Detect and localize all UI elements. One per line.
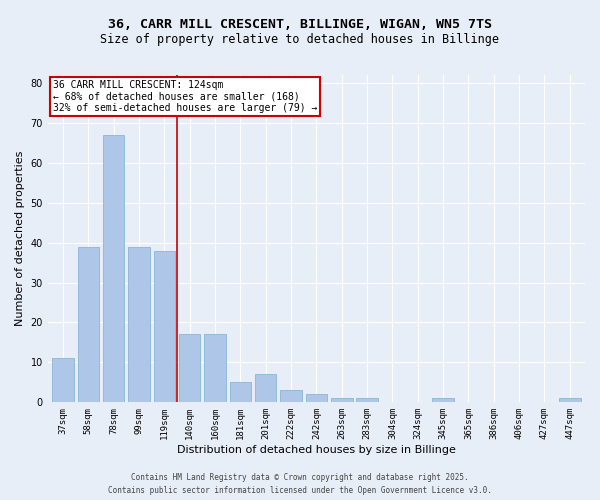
Bar (356, 398, 378, 402)
Text: 36, CARR MILL CRESCENT, BILLINGE, WIGAN, WN5 7TS: 36, CARR MILL CRESCENT, BILLINGE, WIGAN,… (108, 18, 492, 30)
Y-axis label: Number of detached properties: Number of detached properties (15, 151, 25, 326)
Bar (77, 246, 99, 402)
Bar (154, 250, 175, 402)
X-axis label: Distribution of detached houses by size in Billinge: Distribution of detached houses by size … (177, 445, 456, 455)
Bar (230, 382, 251, 402)
Text: Size of property relative to detached houses in Billinge: Size of property relative to detached ho… (101, 32, 499, 46)
Bar (52, 358, 74, 403)
Bar (179, 334, 200, 402)
Bar (103, 135, 124, 402)
Text: Contains HM Land Registry data © Crown copyright and database right 2025.
Contai: Contains HM Land Registry data © Crown c… (108, 474, 492, 495)
Bar (204, 334, 226, 402)
Text: 36 CARR MILL CRESCENT: 124sqm
← 68% of detached houses are smaller (168)
32% of : 36 CARR MILL CRESCENT: 124sqm ← 68% of d… (53, 80, 317, 113)
Bar (128, 246, 150, 402)
Bar (433, 398, 454, 402)
Bar (305, 394, 327, 402)
Bar (559, 398, 581, 402)
Bar (331, 398, 353, 402)
Bar (255, 374, 277, 402)
Bar (280, 390, 302, 402)
